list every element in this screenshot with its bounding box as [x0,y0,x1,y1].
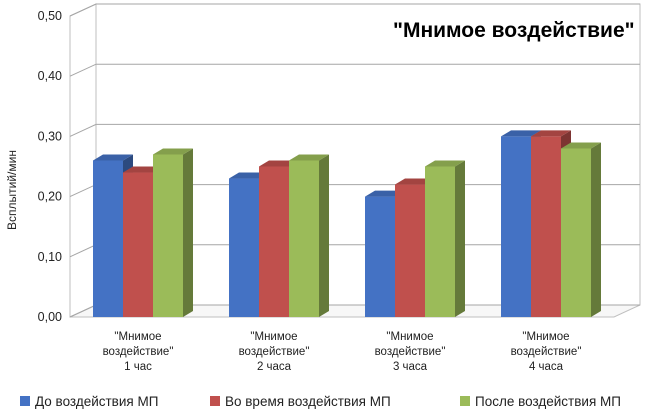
bar [153,148,193,317]
bar-top [93,154,133,161]
bar-side [319,154,329,317]
bars [93,130,601,317]
gridline [69,63,640,77]
bar-front [425,166,455,317]
y-tick-label: 0,30 [38,129,62,143]
x-category-label: "Мнимое воздействие" 2 часа [239,331,310,373]
bar-front [123,172,153,317]
bar-front [501,136,531,317]
bar-front [531,136,561,317]
legend-item: Во время воздействия МП [210,394,391,409]
bar-front [365,196,395,317]
gridline [69,123,640,137]
x-category-label: "Мнимое воздействие" 3 часа [375,331,446,373]
y-tick-label: 0,50 [38,9,62,23]
y-tick-label: 0,10 [38,250,62,264]
y-axis-title: Всплытий/мин [5,150,19,230]
legend-swatch [460,396,470,406]
bar-top [561,142,601,149]
bar-front [259,166,289,317]
bar-top [531,130,571,137]
gridline [69,3,640,17]
legend-label: До воздействия МП [35,394,158,409]
bar [561,142,601,317]
legend: До воздействия МП Во время воздействия МП… [20,394,621,409]
legend-label: Во время воздействия МП [225,394,391,409]
bar-front [229,178,259,317]
bar-front [561,148,591,317]
bar [425,160,465,317]
bar-front [153,154,183,317]
legend-item: До воздействия МП [20,394,158,409]
x-category-label: "Мнимое воздействие" 4 часа [511,331,582,373]
legend-label: После воздействия МП [475,394,621,409]
y-axis-ticks: 0,00 0,10 0,20 0,30 0,40 0,50 [38,9,62,324]
bar-front [395,184,425,317]
y-tick-label: 0,20 [38,190,62,204]
bar-top [289,154,329,161]
bar-front [93,160,123,317]
bar-side [591,142,601,317]
y-tick-label: 0,00 [38,310,62,324]
legend-swatch [210,396,220,406]
chart-title: "Мнимое воздействие" [393,19,635,42]
legend-item: После воздействия МП [460,394,621,409]
bar-side [183,148,193,317]
y-tick-label: 0,40 [38,69,62,83]
bar-top [425,160,465,167]
bar-top [501,130,541,137]
x-category-label: "Мнимое воздействие" 1 час [103,331,174,373]
bar-side [455,160,465,317]
x-axis-categories: "Мнимое воздействие" 1 час "Мнимое воздейств… [103,331,582,373]
side-wall [69,3,97,318]
legend-swatch [20,396,30,406]
bar [289,154,329,317]
bar-front [289,160,319,317]
bar-top [153,148,193,155]
